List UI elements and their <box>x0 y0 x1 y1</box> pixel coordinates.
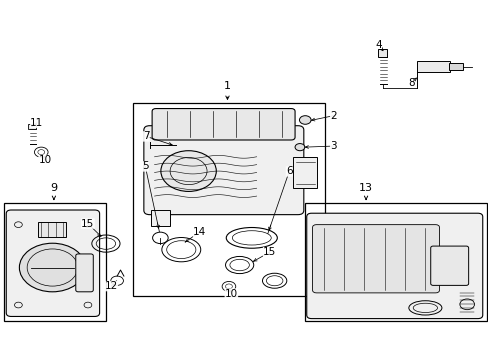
Bar <box>416 62 449 72</box>
Bar <box>151 210 169 226</box>
Text: 10: 10 <box>39 155 52 165</box>
Text: 15: 15 <box>263 247 276 257</box>
Bar <box>377 49 386 57</box>
FancyBboxPatch shape <box>143 126 303 215</box>
Circle shape <box>161 151 216 192</box>
Text: 14: 14 <box>193 227 206 237</box>
Text: 4: 4 <box>375 40 381 50</box>
Text: 9: 9 <box>50 183 58 193</box>
Text: 3: 3 <box>329 141 336 151</box>
Text: 7: 7 <box>142 131 149 141</box>
Text: 1: 1 <box>224 81 230 91</box>
Circle shape <box>294 144 304 151</box>
Bar <box>38 222 66 237</box>
Text: 2: 2 <box>329 111 336 121</box>
Text: 15: 15 <box>81 219 94 229</box>
Text: 11: 11 <box>30 118 43 128</box>
Circle shape <box>20 243 85 292</box>
Bar <box>28 124 36 129</box>
Text: 10: 10 <box>224 289 238 298</box>
Bar <box>292 157 317 188</box>
Text: 8: 8 <box>407 78 414 88</box>
Text: 12: 12 <box>104 281 118 291</box>
FancyBboxPatch shape <box>76 254 93 292</box>
Circle shape <box>299 116 310 124</box>
FancyBboxPatch shape <box>152 109 294 140</box>
FancyBboxPatch shape <box>312 225 439 293</box>
Text: 6: 6 <box>285 166 292 176</box>
Bar <box>305 203 486 321</box>
Text: 13: 13 <box>358 183 372 193</box>
Bar <box>448 63 462 70</box>
Bar <box>132 103 324 296</box>
FancyBboxPatch shape <box>306 213 482 319</box>
FancyBboxPatch shape <box>430 246 468 285</box>
FancyBboxPatch shape <box>6 210 100 316</box>
Text: 5: 5 <box>142 161 148 171</box>
Bar <box>4 203 106 321</box>
